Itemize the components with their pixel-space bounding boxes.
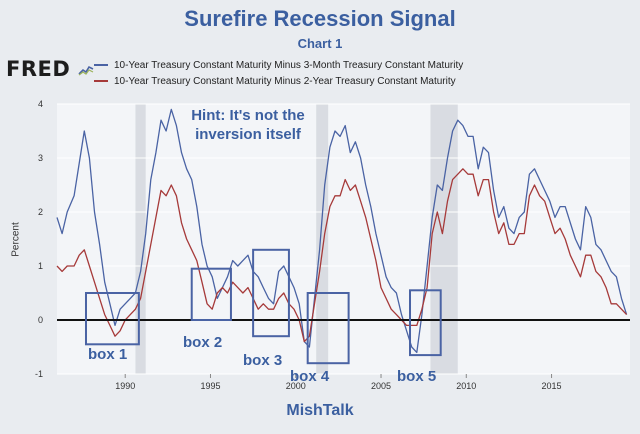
box-label-3: box 3 xyxy=(243,352,283,369)
fred-chart-icon xyxy=(78,65,94,76)
chart-subtitle: Chart 1 xyxy=(297,36,343,51)
x-tick-label-1990: 1990 xyxy=(115,381,135,391)
x-tick-label-2015: 2015 xyxy=(542,381,562,391)
box-label-1: box 1 xyxy=(88,346,128,363)
y-tick-label-1: 1 xyxy=(38,261,43,271)
y-tick-label-0: 0 xyxy=(38,315,43,325)
box-label-5: box 5 xyxy=(397,368,437,385)
legend-entry-series-1: 10-Year Treasury Constant Maturity Minus… xyxy=(94,60,463,71)
series-line-2 xyxy=(56,168,628,343)
footer-source: MishTalk xyxy=(286,402,354,419)
highlight-box-3 xyxy=(252,248,290,338)
y-tick-label-4: 4 xyxy=(38,99,43,109)
highlight-box-1 xyxy=(84,292,140,346)
box-label-2: box 2 xyxy=(183,334,223,351)
fred-logo-text: FRED xyxy=(6,57,71,81)
y-tick-label-3: 3 xyxy=(38,153,43,163)
y-tick-label--1: -1 xyxy=(35,369,43,379)
highlight-box-5 xyxy=(409,289,442,357)
fred-logo: FRED xyxy=(6,57,94,81)
y-tick-label-2: 2 xyxy=(38,207,43,217)
highlight-box-4 xyxy=(306,292,350,365)
highlight-box-2 xyxy=(190,267,232,322)
legend-swatch-series-1 xyxy=(94,64,108,67)
box-label-4: box 4 xyxy=(290,368,330,385)
legend-label-series-1: 10-Year Treasury Constant Maturity Minus… xyxy=(114,60,464,71)
x-tick-label-2000: 2000 xyxy=(286,381,306,391)
y-axis-label: Percent xyxy=(10,222,22,257)
x-tick-label-2005: 2005 xyxy=(371,381,391,391)
series-line-1 xyxy=(56,108,628,354)
chart-title: Surefire Recession Signal xyxy=(184,6,456,31)
x-tick-label-1995: 1995 xyxy=(200,381,220,391)
legend-label-series-2: 10-Year Treasury Constant Maturity Minus… xyxy=(114,76,456,87)
plot-area xyxy=(57,104,630,374)
recession-band-3 xyxy=(430,104,458,374)
recession-band-2 xyxy=(316,104,329,374)
x-tick-label-2010: 2010 xyxy=(456,381,476,391)
legend-entry-series-2: 10-Year Treasury Constant Maturity Minus… xyxy=(94,76,456,87)
hint-annotation: Hint: It's not the inversion itself xyxy=(191,107,305,143)
recession-band-1 xyxy=(135,104,146,374)
legend-swatch-series-2 xyxy=(94,80,108,83)
